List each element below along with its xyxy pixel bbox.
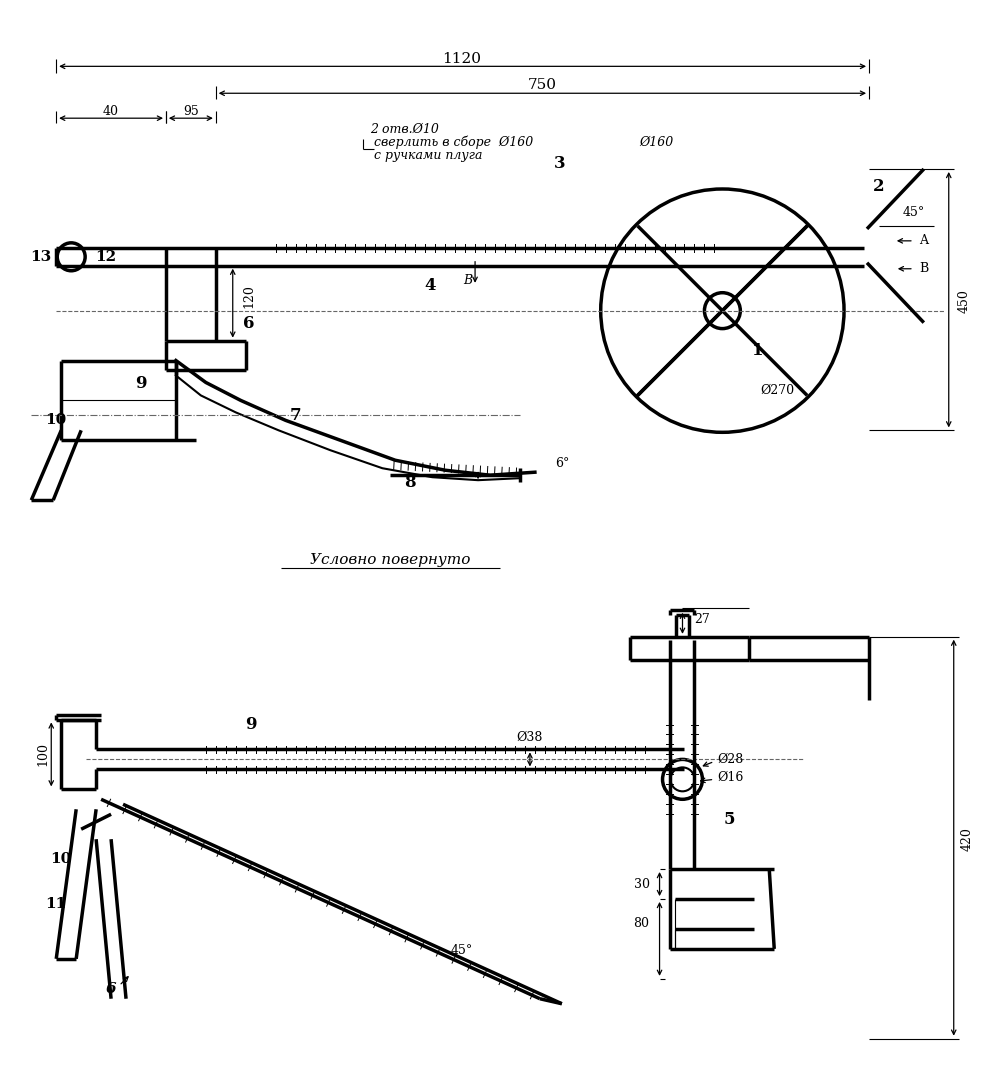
Text: 45°: 45° xyxy=(450,945,472,958)
Text: 6: 6 xyxy=(106,982,116,996)
Text: сверлить в сборе  Ø160: сверлить в сборе Ø160 xyxy=(374,135,534,148)
Text: B: B xyxy=(919,262,928,275)
Text: 100: 100 xyxy=(37,742,50,766)
Text: 2: 2 xyxy=(873,178,885,194)
Text: 750: 750 xyxy=(527,79,556,93)
Text: 95: 95 xyxy=(183,105,199,118)
Text: 12: 12 xyxy=(96,250,117,264)
Text: Ø160: Ø160 xyxy=(640,135,674,148)
Text: 9: 9 xyxy=(135,375,147,392)
Text: 5: 5 xyxy=(724,811,735,828)
Text: 8: 8 xyxy=(404,473,416,491)
Text: 45°: 45° xyxy=(903,206,925,219)
Text: 10: 10 xyxy=(46,413,67,428)
Text: 27: 27 xyxy=(694,613,710,626)
Text: с ручками плуга: с ручками плуга xyxy=(374,148,483,161)
Text: 1: 1 xyxy=(752,343,763,359)
Text: Ø28: Ø28 xyxy=(717,753,744,766)
Text: 450: 450 xyxy=(957,289,970,313)
Text: 9: 9 xyxy=(245,716,256,733)
Text: 420: 420 xyxy=(960,827,973,851)
Text: Ø16: Ø16 xyxy=(717,771,744,783)
Text: A: A xyxy=(919,235,928,248)
Text: 6°: 6° xyxy=(555,457,569,470)
Text: 80: 80 xyxy=(634,918,650,931)
Text: 10: 10 xyxy=(51,852,72,866)
Text: 30: 30 xyxy=(634,877,650,890)
Text: 4: 4 xyxy=(424,277,436,295)
Text: 11: 11 xyxy=(46,897,67,911)
Text: 1120: 1120 xyxy=(443,52,482,67)
Text: 13: 13 xyxy=(31,250,52,264)
Text: Ø38: Ø38 xyxy=(517,731,543,744)
Text: 120: 120 xyxy=(242,284,255,308)
Text: 3: 3 xyxy=(554,155,566,171)
Text: B: B xyxy=(464,274,473,287)
Text: 7: 7 xyxy=(290,407,301,424)
Text: 6: 6 xyxy=(243,315,254,332)
Text: Условно повернуто: Условно повернуто xyxy=(310,553,470,567)
Text: Ø270: Ø270 xyxy=(760,384,794,397)
Text: 2 отв.Ø10: 2 отв.Ø10 xyxy=(370,122,439,135)
Text: 40: 40 xyxy=(103,105,119,118)
